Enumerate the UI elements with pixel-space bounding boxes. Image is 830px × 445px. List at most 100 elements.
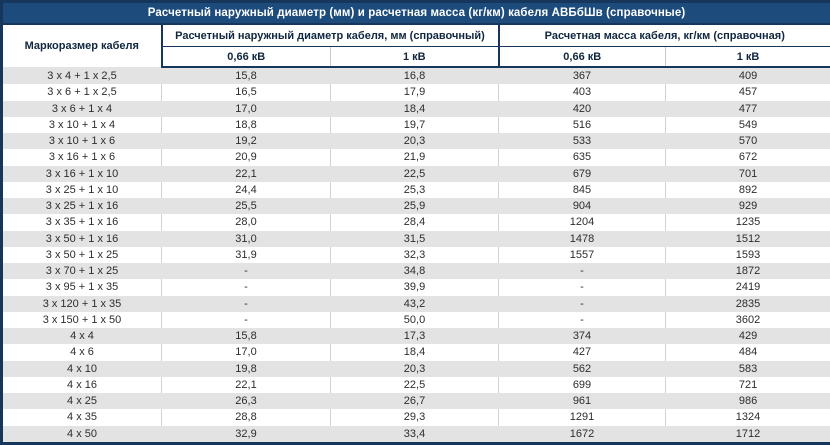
cell-marksize: 4 x 10 (1, 360, 162, 377)
cell-marksize: 3 x 70 + 1 x 25 (1, 263, 162, 280)
cell-marksize: 3 x 35 + 1 x 16 (1, 214, 162, 231)
cell-diameter-066kv: 17,0 (161, 100, 331, 117)
cell-diameter-066kv: 15,8 (161, 67, 331, 85)
cell-marksize: 4 x 35 (1, 409, 162, 426)
table-row: 3 x 10 + 1 x 6 19,2 20,3 533 570 (1, 133, 830, 150)
cell-marksize: 4 x 50 (1, 425, 162, 444)
cell-marksize: 3 x 6 + 1 x 2,5 (1, 84, 162, 101)
table-row: 4 x 35 28,8 29,3 1291 1324 (1, 409, 830, 426)
cell-marksize: 3 x 6 + 1 x 4 (1, 100, 162, 117)
group-header-row: Маркоразмер кабеля Расчетный наружный ди… (1, 24, 830, 67)
column-group-diameter: Расчетный наружный диаметр кабеля, мм (с… (161, 24, 500, 47)
subheader-mass-066kv: 0,66 кВ (497, 46, 666, 68)
cell-mass-066kv: 367 (498, 67, 666, 85)
table-row: 3 x 35 + 1 x 16 28,0 28,4 1204 1235 (1, 214, 830, 231)
cell-diameter-1kv: 43,2 (330, 295, 499, 312)
cell-mass-066kv: 699 (498, 376, 666, 394)
cell-mass-1kv: 409 (664, 67, 830, 85)
cell-diameter-1kv: 50,0 (330, 311, 499, 329)
subheader-row: 0,66 кВ 1 кВ 0,66 кВ 1 кВ (2, 46, 830, 68)
cell-mass-1kv: 1324 (664, 409, 830, 426)
cell-diameter-1kv: 18,4 (330, 344, 499, 361)
cell-mass-066kv: 403 (498, 84, 666, 101)
cell-marksize: 3 x 10 + 1 x 4 (1, 116, 162, 134)
table-row: 3 x 95 + 1 x 35-39,9-2419 (1, 279, 830, 296)
cell-diameter-1kv: 17,9 (330, 84, 499, 101)
cell-diameter-1kv: 16,8 (330, 67, 499, 85)
cell-marksize: 3 x 10 + 1 x 6 (1, 133, 162, 150)
cell-diameter-1kv: 28,4 (330, 214, 499, 231)
table-row: 3 x 25 + 1 x 16 25,5 25,9 904 929 (1, 198, 830, 215)
cell-marksize: 3 x 16 + 1 x 10 (1, 165, 162, 182)
cell-diameter-066kv: 31,0 (161, 230, 331, 247)
cell-diameter-066kv: 16,5 (161, 84, 331, 101)
cell-diameter-1kv: 20,3 (330, 360, 499, 377)
cell-mass-066kv: 374 (498, 328, 666, 345)
cell-diameter-1kv: 26,7 (330, 393, 499, 410)
cell-diameter-066kv: 32,9 (161, 425, 331, 444)
subheader-diameter-066kv: 0,66 кВ (161, 46, 331, 68)
cell-diameter-1kv: 17,3 (330, 328, 499, 345)
cell-marksize: 4 x 6 (1, 344, 162, 361)
cell-mass-1kv: 1593 (664, 246, 830, 264)
subheader-mass-1kv: 1 кВ (664, 46, 830, 68)
cell-mass-066kv: 562 (498, 360, 666, 377)
cell-diameter-066kv: 19,8 (161, 360, 331, 377)
cell-mass-1kv: 2419 (664, 279, 830, 296)
cell-diameter-066kv: - (161, 279, 331, 296)
cell-diameter-066kv: 26,3 (161, 393, 331, 410)
cell-diameter-1kv: 25,3 (330, 181, 499, 199)
cell-diameter-1kv: 22,5 (330, 165, 499, 182)
table-row: 4 x 4 15,8 17,3 374 429 (1, 328, 830, 345)
cell-mass-1kv: 2835 (664, 295, 830, 312)
cell-mass-1kv: 986 (664, 393, 830, 410)
cell-mass-066kv: 635 (498, 149, 666, 166)
table-row: 3 x 50 + 1 x 25 31,9 32,3 1557 1593 (1, 246, 830, 264)
table-body: 3 x 4 + 1 x 2,5 15,8 16,8 367 409 3 x 6 + 1 x… (1, 67, 830, 444)
cell-marksize: 3 x 150 + 1 x 50 (1, 311, 162, 329)
cell-marksize: 4 x 4 (1, 328, 162, 345)
cell-mass-1kv: 570 (664, 133, 830, 150)
cell-diameter-1kv: 20,3 (330, 133, 499, 150)
table-row: 3 x 50 + 1 x 16 31,0 31,5 1478 1512 (1, 230, 830, 247)
table-row: 3 x 16 + 1 x 6 20,9 21,9 635 672 (1, 149, 830, 166)
cell-diameter-1kv: 33,4 (330, 425, 499, 444)
cell-mass-066kv: - (498, 311, 666, 329)
cell-mass-066kv: 1291 (498, 409, 666, 426)
cell-mass-1kv: 929 (664, 198, 830, 215)
cell-diameter-066kv: 25,5 (161, 198, 331, 215)
table-row: 4 x 10 19,8 20,3 562 583 (1, 360, 830, 377)
cell-mass-066kv: 1672 (498, 425, 666, 444)
cell-diameter-1kv: 19,7 (330, 116, 499, 134)
cell-mass-066kv: 420 (498, 100, 666, 117)
cell-mass-066kv: 1478 (498, 230, 666, 247)
cell-mass-066kv: 1557 (498, 246, 666, 264)
cell-mass-1kv: 549 (664, 116, 830, 134)
cell-marksize: 3 x 4 + 1 x 2,5 (1, 67, 162, 85)
cell-mass-066kv: 1204 (498, 214, 666, 231)
table-row: 4 x 6 17,0 18,4 427 484 (1, 344, 830, 361)
table-row: 4 x 16 22,1 22,5 699 721 (1, 376, 830, 394)
cell-marksize: 3 x 95 + 1 x 35 (1, 279, 162, 296)
cell-marksize: 3 x 50 + 1 x 25 (1, 246, 162, 264)
cell-diameter-1kv: 31,5 (330, 230, 499, 247)
cell-marksize: 3 x 50 + 1 x 16 (1, 230, 162, 247)
cell-mass-1kv: 1512 (664, 230, 830, 247)
cell-diameter-066kv: 22,1 (161, 165, 331, 182)
cell-mass-066kv: 427 (498, 344, 666, 361)
cell-mass-1kv: 1712 (664, 425, 830, 444)
title-row: Расчетный наружный диаметр (мм) и расчет… (1, 1, 830, 25)
cell-mass-1kv: 583 (664, 360, 830, 377)
table-row: 3 x 25 + 1 x 10 24,4 25,3 845 892 (1, 181, 830, 199)
cell-diameter-1kv: 22,5 (330, 376, 499, 394)
cell-diameter-066kv: 19,2 (161, 133, 331, 150)
cell-mass-066kv: 516 (498, 116, 666, 134)
cell-diameter-066kv: 22,1 (161, 376, 331, 394)
cell-mass-1kv: 672 (664, 149, 830, 166)
cell-mass-1kv: 1235 (664, 214, 830, 231)
column-group-mass: Расчетная масса кабеля, кг/км (справочна… (498, 24, 830, 47)
cell-mass-066kv: 533 (498, 133, 666, 150)
cell-diameter-066kv: 28,0 (161, 214, 331, 231)
cell-diameter-066kv: 28,8 (161, 409, 331, 426)
